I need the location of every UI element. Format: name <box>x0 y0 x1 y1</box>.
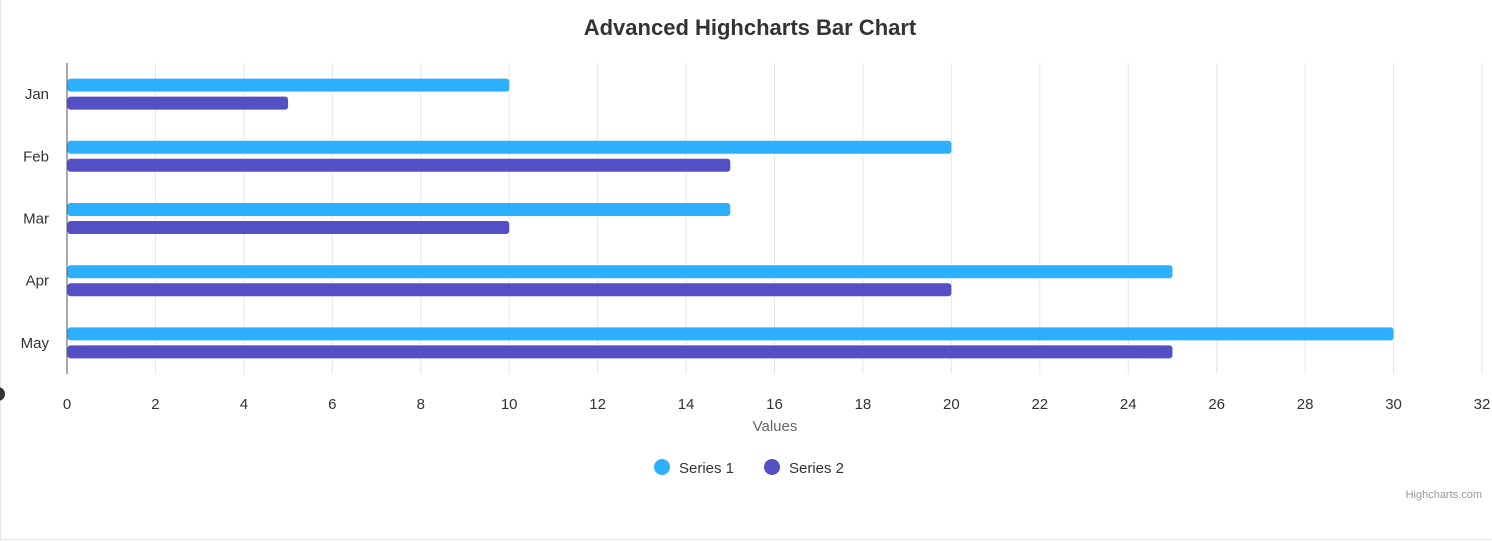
bar-series-2[interactable] <box>68 221 510 234</box>
x-tick-label: 18 <box>855 396 872 413</box>
legend-marker-icon <box>764 459 780 475</box>
category-label: Jan <box>25 86 49 103</box>
bar-series-1[interactable] <box>68 203 731 216</box>
category-labels: Jan Feb Mar Apr May <box>21 86 50 352</box>
x-tick-label: 16 <box>766 396 783 413</box>
legend-item-series-2[interactable]: Series 2 <box>764 459 844 477</box>
bar-series-2[interactable] <box>68 97 289 110</box>
credits-link[interactable]: Highcharts.com <box>1406 489 1482 501</box>
x-tick-label: 10 <box>501 396 518 413</box>
x-tick-label: 0 <box>63 396 71 413</box>
x-tick-label: 14 <box>678 396 695 413</box>
category-label: Mar <box>23 211 49 228</box>
category-label: May <box>21 335 50 352</box>
legend-item-series-1[interactable]: Series 1 <box>654 459 734 477</box>
x-tick-label: 26 <box>1208 396 1225 413</box>
bars <box>68 79 1394 359</box>
x-tick-label: 30 <box>1385 396 1402 413</box>
x-tick-label: 4 <box>240 396 248 413</box>
x-tick-label: 2 <box>151 396 159 413</box>
bar-series-1[interactable] <box>68 327 1394 340</box>
x-tick-label: 12 <box>589 396 606 413</box>
bar-series-2[interactable] <box>68 283 952 296</box>
legend-label: Series 2 <box>789 460 844 477</box>
x-axis-title: Values <box>753 418 798 435</box>
x-tick-label: 20 <box>943 396 960 413</box>
legend-marker-icon <box>654 459 670 475</box>
category-label: Apr <box>26 273 49 290</box>
x-tick-label: 24 <box>1120 396 1137 413</box>
x-tick-label: 8 <box>417 396 425 413</box>
bar-series-2[interactable] <box>68 159 731 172</box>
bar-series-2[interactable] <box>68 345 1173 358</box>
x-tick-label: 22 <box>1031 396 1048 413</box>
x-axis-tick-labels: 0 2 4 6 8 10 12 14 16 18 20 22 24 26 28 30 32 <box>63 396 1491 413</box>
x-tick-label: 32 <box>1474 396 1491 413</box>
chart-title: Advanced Highcharts Bar Chart <box>584 15 917 40</box>
grid-lines <box>155 63 1482 374</box>
x-tick-label: 28 <box>1297 396 1314 413</box>
legend: Series 1 Series 2 <box>654 459 844 477</box>
bar-series-1[interactable] <box>68 265 1173 278</box>
bar-series-1[interactable] <box>68 141 952 154</box>
x-tick-label: 6 <box>328 396 336 413</box>
bar-series-1[interactable] <box>68 79 510 92</box>
legend-label: Series 1 <box>679 460 734 477</box>
category-label: Feb <box>23 148 49 165</box>
